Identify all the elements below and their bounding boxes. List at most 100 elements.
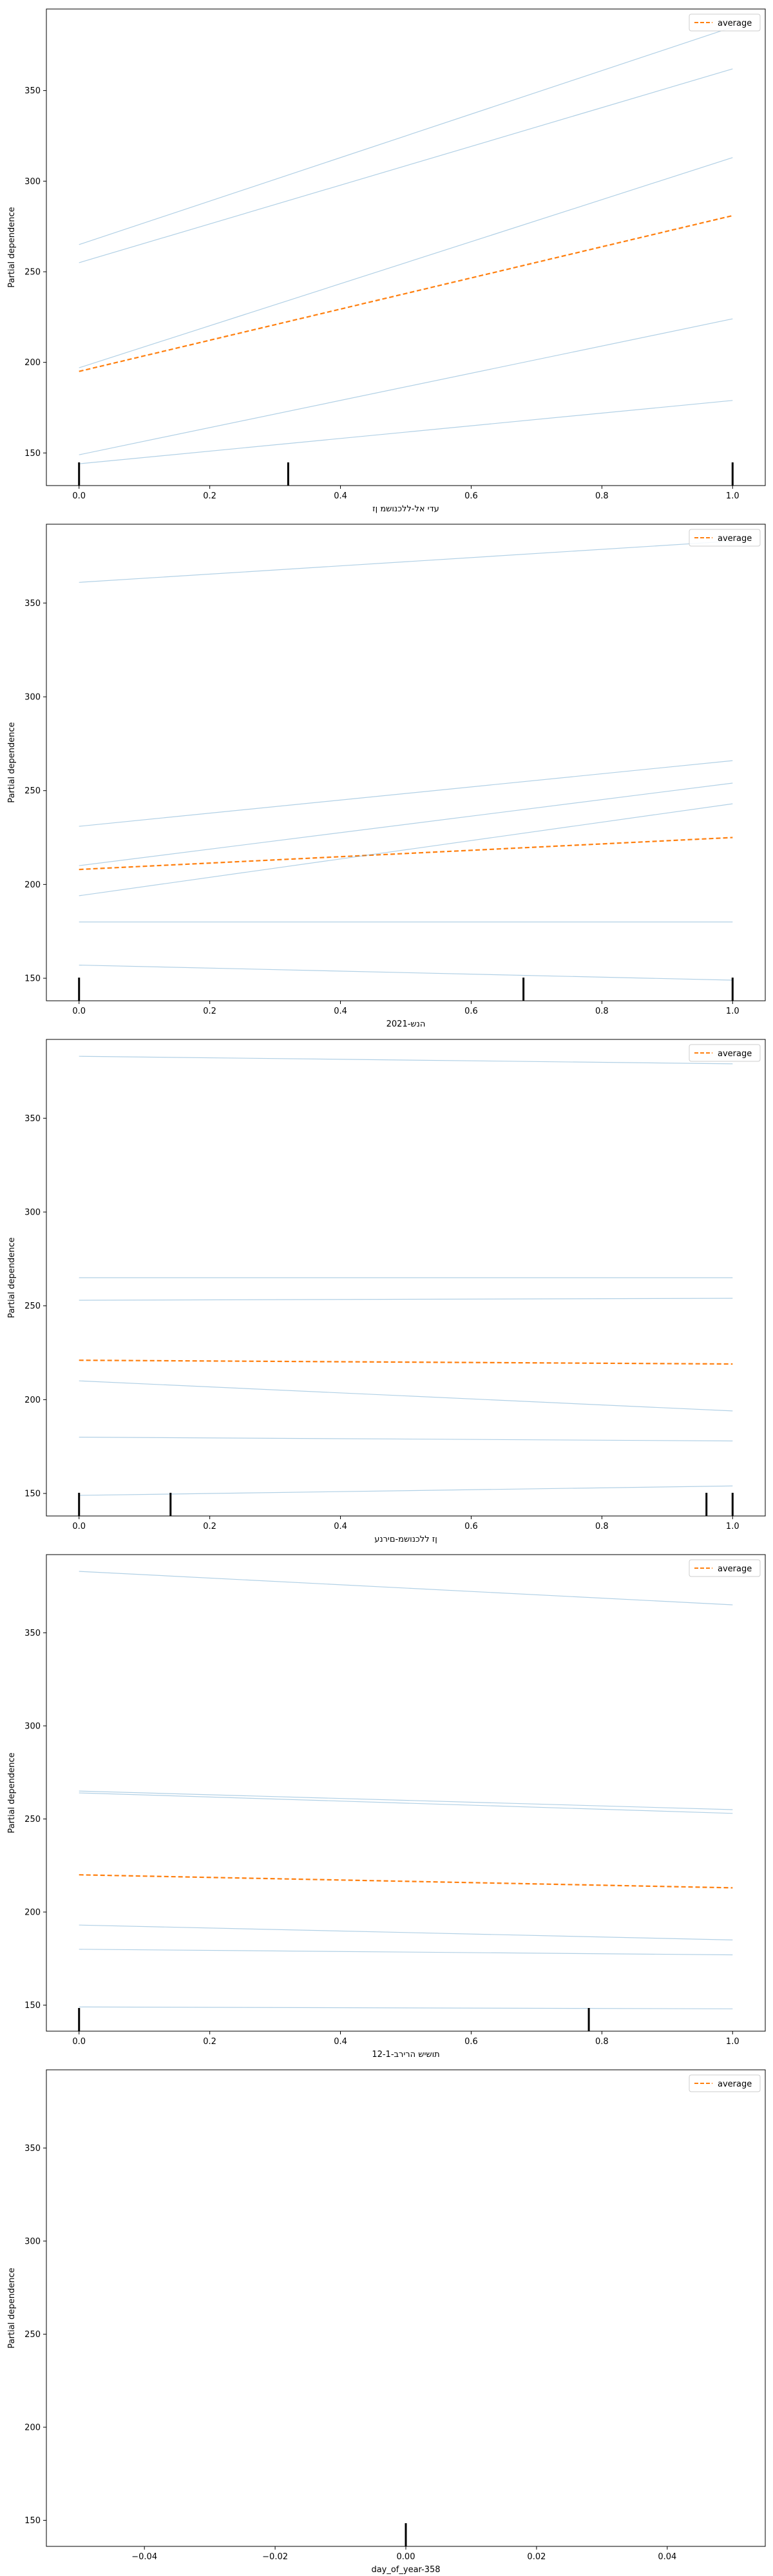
- x-tick-label-1: 0.2: [203, 1522, 216, 1531]
- x-tick-label-3: 0.6: [464, 2037, 478, 2047]
- x-tick-label-2: 0.4: [334, 2037, 347, 2047]
- x-tick-label-3: 0.6: [464, 1007, 478, 1016]
- ice-line-5: [79, 1436, 733, 1442]
- y-tick-label-0: 150: [24, 449, 41, 459]
- average-line: [79, 837, 733, 871]
- y-tick-label-4: 350: [24, 2144, 41, 2154]
- y-tick-label-3: 300: [24, 1721, 41, 1731]
- x-tick-label-2: 0.4: [334, 1522, 347, 1531]
- legend: average: [689, 1044, 761, 1062]
- x-tick-label-3: 0.02: [527, 2552, 546, 2562]
- x-tick-label-5: 1.0: [726, 2037, 740, 2047]
- legend-box: [689, 1044, 761, 1062]
- x-axis-label: ןז ללכנושמ-םירנע: [374, 1535, 437, 1544]
- x-tick-label-4: 0.8: [595, 2037, 609, 2047]
- ice-line-3: [79, 782, 733, 866]
- legend-box: [689, 14, 761, 32]
- ice-line-2: [79, 1790, 733, 1810]
- x-tick-label-1: 0.2: [203, 491, 216, 501]
- ice-line-5: [79, 1949, 733, 1956]
- legend-label-average: average: [718, 1049, 752, 1059]
- y-tick-label-0: 150: [24, 2001, 41, 2011]
- x-tick-label-4: 0.04: [658, 2552, 676, 2562]
- pdp-panel-5: −0.04 −0.02 0.00 0.02 0.04 150 200 250 300 350 day…: [7, 2069, 766, 2575]
- y-tick-label-4: 350: [24, 599, 41, 609]
- y-tick-label-1: 200: [24, 880, 41, 890]
- legend-label-average: average: [718, 19, 752, 28]
- average-line: [79, 1359, 733, 1365]
- x-tick-label-0: 0.0: [72, 2037, 86, 2047]
- x-tick-label-4: 0.8: [595, 1007, 609, 1016]
- x-tick-label-5: 1.0: [726, 1522, 740, 1531]
- y-axis-label: Partial dependence: [7, 1237, 17, 1318]
- ice-line-4: [79, 1380, 733, 1412]
- y-tick-label-3: 300: [24, 177, 41, 187]
- pdp-panel-1: 0.0 0.2 0.4 0.6 0.8 1.0 150 200 250 300 350 עדי אל-…: [7, 8, 766, 514]
- legend-label-average: average: [718, 1564, 752, 1574]
- y-tick-label-4: 350: [24, 1114, 41, 1124]
- y-axis-label: Partial dependence: [7, 722, 17, 802]
- plot-frame: [46, 1554, 766, 2032]
- legend-box: [689, 529, 761, 547]
- ice-line-3: [79, 1298, 733, 1301]
- y-tick-label-1: 200: [24, 358, 41, 368]
- x-tick-label-2: 0.4: [334, 491, 347, 501]
- x-tick-label-1: 0.2: [203, 2037, 216, 2047]
- y-tick-label-3: 300: [24, 1208, 41, 1218]
- legend-box: [689, 1559, 761, 1577]
- x-tick-label-3: 0.6: [464, 1522, 478, 1531]
- ice-line-6: [79, 1485, 733, 1496]
- x-tick-label-3: 0.6: [464, 491, 478, 501]
- legend-label-average: average: [718, 2079, 752, 2089]
- plot-frame: [46, 2069, 766, 2547]
- x-tick-label-0: 0.0: [72, 1007, 86, 1016]
- pdp-panel-2: 0.0 0.2 0.4 0.6 0.8 1.0 150 200 250 300 350 2021-הנ…: [7, 524, 766, 1029]
- y-tick-label-4: 350: [24, 86, 41, 96]
- x-axis-label: 2021-הנש: [386, 1019, 426, 1029]
- ice-line-1: [79, 26, 733, 245]
- ice-line-1: [79, 540, 733, 583]
- average-line: [79, 214, 733, 372]
- x-axis-label: תושיש הרירב-12-1: [372, 2050, 439, 2060]
- ice-line-1: [79, 1056, 733, 1065]
- ice-line-5: [79, 400, 733, 464]
- x-axis-label: עדי אל-ללכנושמ ןז: [372, 504, 439, 514]
- ice-line-2: [79, 760, 733, 827]
- y-tick-label-1: 200: [24, 1908, 41, 1918]
- average-line: [79, 1874, 733, 1889]
- x-tick-label-5: 1.0: [726, 1007, 740, 1016]
- x-axis-label: day_of_year-358: [371, 2565, 440, 2575]
- pdp-panel-3: 0.0 0.2 0.4 0.6 0.8 1.0 150 200 250 300 350 ןז ללכנ…: [7, 1039, 766, 1544]
- x-tick-label-2: 0.00: [397, 2552, 415, 2562]
- y-tick-label-1: 200: [24, 1396, 41, 1405]
- x-tick-label-1: −0.02: [262, 2552, 288, 2562]
- x-tick-label-0: 0.0: [72, 1522, 86, 1531]
- y-tick-label-3: 300: [24, 693, 41, 703]
- y-axis-label: Partial dependence: [7, 207, 17, 287]
- y-axis-label: Partial dependence: [7, 2268, 17, 2348]
- plot-frame: [46, 524, 766, 1001]
- ice-line-4: [79, 1924, 733, 1940]
- x-tick-label-4: 0.8: [595, 491, 609, 501]
- legend-label-average: average: [718, 534, 752, 544]
- y-tick-label-0: 150: [24, 1490, 41, 1499]
- x-tick-label-0: −0.04: [131, 2552, 157, 2562]
- ice-line-2: [79, 68, 733, 263]
- plot-frame: [46, 1039, 766, 1517]
- y-tick-label-0: 150: [24, 2516, 41, 2526]
- x-tick-label-4: 0.8: [595, 1522, 609, 1531]
- ice-line-1: [79, 1571, 733, 1605]
- y-tick-label-0: 150: [24, 974, 41, 984]
- y-axis-label: Partial dependence: [7, 1752, 17, 1833]
- legend: average: [689, 2074, 761, 2092]
- y-tick-label-2: 250: [24, 786, 41, 796]
- ice-line-3: [79, 1792, 733, 1814]
- y-tick-label-3: 300: [24, 2237, 41, 2246]
- ice-line-6: [79, 2006, 733, 2009]
- ice-line-6: [79, 965, 733, 981]
- x-tick-label-2: 0.4: [334, 1007, 347, 1016]
- x-tick-label-1: 0.2: [203, 1007, 216, 1016]
- y-tick-label-2: 250: [24, 267, 41, 277]
- legend: average: [689, 14, 761, 32]
